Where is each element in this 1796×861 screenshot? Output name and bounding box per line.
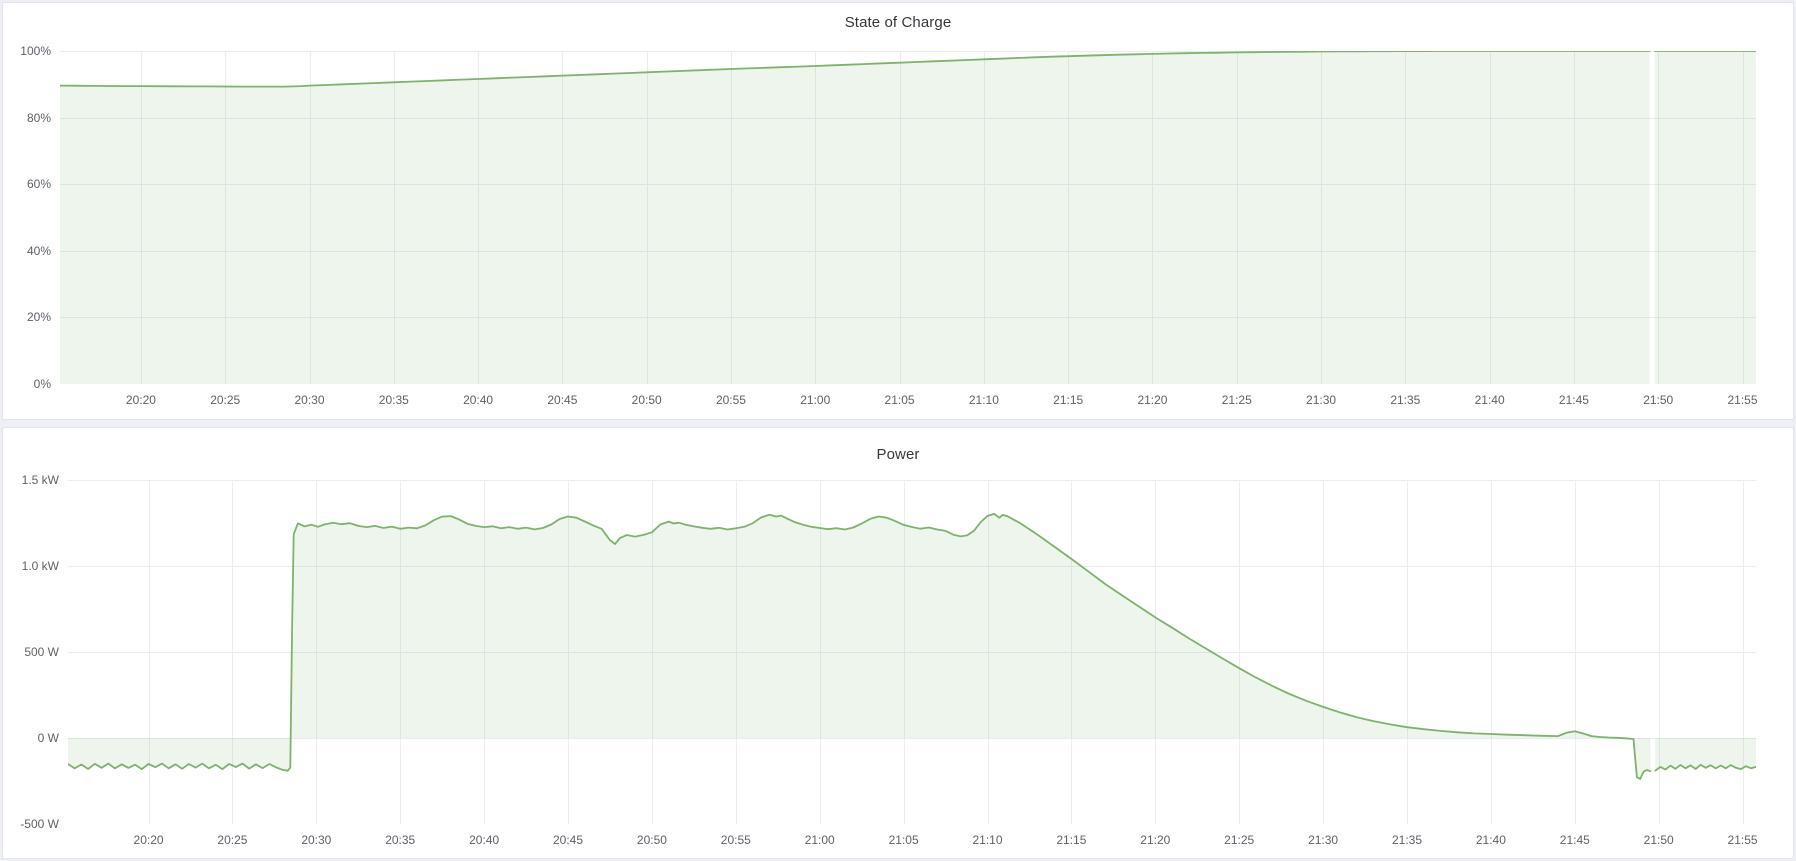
x-axis-tick-label: 21:20 <box>1140 833 1171 848</box>
panel-state-of-charge: State of Charge 100% 80% 60% 40% 20% 0% 20:20 2… <box>2 2 1794 421</box>
x-axis-tick-label: 21:00 <box>800 393 831 407</box>
panel-title: State of Charge <box>844 14 952 31</box>
x-axis-tick-label: 21:10 <box>968 393 999 407</box>
y-axis-tick-label: 100% <box>20 44 51 58</box>
x-axis-tick-label: 21:25 <box>1221 393 1252 407</box>
x-axis-tick-label: 21:30 <box>1308 833 1339 848</box>
x-axis-tick-label: 21:40 <box>1474 393 1505 407</box>
x-axis-tick-label: 21:45 <box>1558 393 1589 407</box>
series-line <box>68 513 1652 780</box>
x-axis-tick-label: 21:00 <box>804 833 835 848</box>
gridlines <box>60 51 1756 384</box>
x-axis-tick-label: 21:35 <box>1391 833 1422 848</box>
series-area-fill <box>68 513 1651 779</box>
x-axis-tick-label: 21:55 <box>1727 393 1758 407</box>
x-axis-tick-label: 20:25 <box>210 393 241 407</box>
y-axis-tick-label: 40% <box>26 243 51 258</box>
x-axis-tick-label: 20:45 <box>553 833 584 848</box>
power-chart-canvas[interactable] <box>68 480 1756 825</box>
x-axis-tick-label: 21:15 <box>1056 833 1087 848</box>
x-axis-tick-label: 20:35 <box>378 393 409 407</box>
series-area-fill <box>60 51 1650 384</box>
y-axis-tick-label: -500 W <box>20 817 59 832</box>
panel-header-power[interactable]: Power <box>3 428 1793 464</box>
x-axis-tick-label: 20:40 <box>463 393 494 407</box>
y-axis-tick-label: 0 W <box>37 731 59 746</box>
series-line <box>1654 763 1756 772</box>
x-axis-tick-label: 20:20 <box>133 833 164 848</box>
x-axis-tick-label: 21:45 <box>1559 833 1590 848</box>
y-axis-tick-label: 1.5 kW <box>21 473 59 488</box>
y-axis-tick-label: 0% <box>33 377 51 391</box>
x-axis-tick-label: 20:30 <box>294 393 325 407</box>
chart-svg <box>60 51 1756 384</box>
chart-svg <box>68 480 1756 825</box>
x-axis-tick-label: 21:20 <box>1137 393 1168 407</box>
x-axis-tick-label: 20:50 <box>631 393 662 407</box>
x-axis-tick-label: 21:30 <box>1306 393 1337 407</box>
x-axis-tick-label: 20:20 <box>125 393 156 407</box>
x-axis-tick-label: 21:05 <box>884 393 915 407</box>
x-axis-tick-label: 21:25 <box>1224 833 1255 848</box>
gridlines <box>68 480 1756 825</box>
x-axis-tick-label: 21:50 <box>1643 393 1674 407</box>
x-axis-tick-label: 21:40 <box>1475 833 1506 848</box>
y-axis-tick-label: 60% <box>26 177 51 192</box>
y-axis-tick-label: 500 W <box>24 645 59 660</box>
x-axis-tick-label: 21:05 <box>888 833 919 848</box>
x-axis-tick-label: 20:55 <box>715 393 746 407</box>
panel-header-state-of-charge[interactable]: State of Charge <box>3 3 1793 37</box>
x-axis-tick-label: 20:50 <box>636 833 667 848</box>
x-axis-tick-label: 21:50 <box>1643 833 1674 848</box>
x-axis-tick-label: 20:45 <box>547 393 578 407</box>
state-of-charge-chart-canvas[interactable] <box>60 51 1756 384</box>
series-area-fill <box>1654 51 1756 384</box>
series-line <box>60 51 1651 88</box>
series-area-fill <box>1655 738 1756 771</box>
y-axis-tick-label: 20% <box>26 310 51 325</box>
x-axis-tick-label: 21:10 <box>972 833 1003 848</box>
panel-title: Power <box>876 446 920 464</box>
x-axis-tick-label: 20:40 <box>469 833 500 848</box>
x-axis-tick-label: 21:35 <box>1390 393 1421 407</box>
x-axis-tick-label: 21:55 <box>1727 833 1758 848</box>
x-axis-tick-label: 20:35 <box>385 833 416 848</box>
y-axis-tick-label: 1.0 kW <box>21 559 59 574</box>
x-axis-tick-label: 20:30 <box>301 833 332 848</box>
x-axis-tick-label: 21:15 <box>1053 393 1084 407</box>
x-axis-tick-label: 20:25 <box>217 833 248 848</box>
x-axis-tick-label: 20:55 <box>720 833 751 848</box>
y-axis-tick-label: 80% <box>26 110 51 125</box>
panel-power: Power 1.5 kW 1.0 kW 500 W 0 W -500 W 20:20 20:… <box>2 427 1794 859</box>
